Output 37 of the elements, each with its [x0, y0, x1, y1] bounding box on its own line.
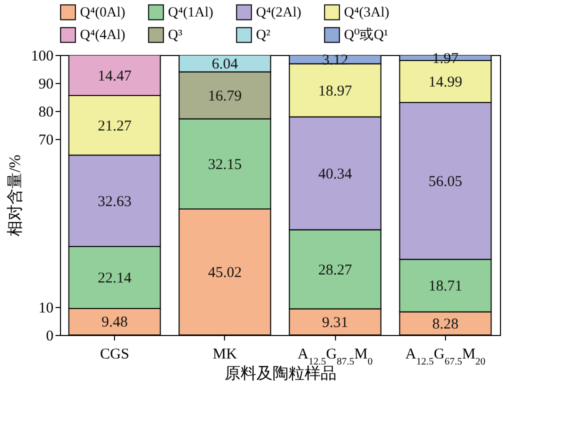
data-label: 14.99 — [428, 74, 462, 90]
x-axis-title: 原料及陶粒样品 — [224, 364, 336, 382]
legend-label: Q³ — [168, 28, 182, 43]
y-tick-label: 0 — [46, 328, 54, 344]
data-label: 9.31 — [322, 314, 348, 331]
y-tick-label: 80 — [38, 104, 54, 120]
x-tick-label: CGS — [100, 346, 130, 362]
legend-label: Q⁴(0Al) — [80, 5, 126, 20]
y-axis-title: 相对含量/% — [6, 154, 24, 236]
legend-label: Q² — [256, 28, 270, 43]
data-label: 6.04 — [212, 56, 238, 72]
data-label: 40.34 — [318, 166, 353, 182]
data-label: 45.02 — [208, 264, 242, 281]
y-tick-label: 70 — [38, 132, 54, 148]
y-tick-label: 100 — [31, 48, 54, 64]
legend-label: Q⁴(1Al) — [168, 5, 214, 20]
data-label: 8.28 — [432, 316, 459, 332]
x-tick-label: A$_{12.5}$G$_{67.5}$M$_{20}$ — [405, 346, 486, 367]
data-label: 18.71 — [428, 278, 462, 295]
x-tick-label: MK — [212, 346, 238, 362]
data-label: 14.47 — [98, 68, 132, 84]
x-tick-label: A$_{12.5}$G$_{87.5}$M$_{0}$ — [298, 346, 373, 367]
data-label: 18.97 — [318, 83, 353, 100]
legend-label: Q⁴(3Al) — [344, 5, 390, 20]
legend-label: Q⁴(4Al) — [80, 28, 126, 43]
data-label: 22.14 — [98, 270, 132, 286]
legend-label: Q⁴(2Al) — [256, 5, 302, 20]
y-tick-label: 10 — [38, 300, 54, 316]
data-label: 16.79 — [208, 88, 242, 104]
legend-label: Q⁰或Q¹ — [344, 27, 388, 43]
data-label: 28.27 — [318, 262, 353, 278]
data-label: 56.05 — [428, 174, 462, 190]
y-tick-label: 90 — [38, 76, 54, 92]
data-label: 32.15 — [208, 156, 242, 173]
data-label: 9.48 — [101, 314, 128, 331]
data-label: 21.27 — [98, 118, 132, 134]
data-label: 32.63 — [98, 194, 132, 210]
